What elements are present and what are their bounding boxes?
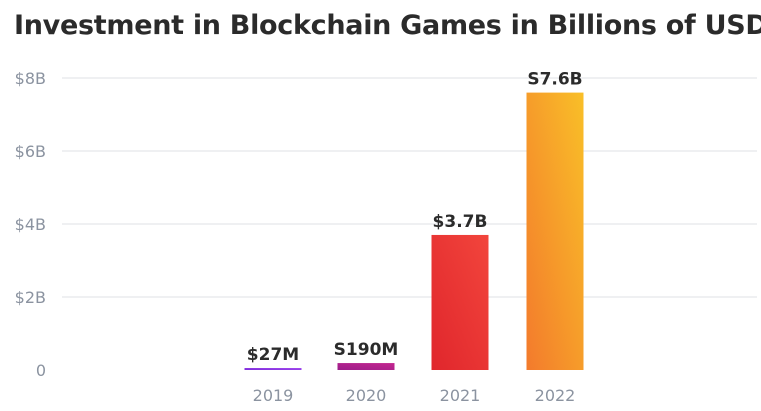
- data-label: $3.7B: [433, 212, 488, 232]
- y-tick-label: $6B: [15, 142, 46, 161]
- y-tick-label: $2B: [15, 288, 46, 307]
- x-tick-label: 2022: [535, 386, 576, 405]
- x-tick-label: 2019: [253, 386, 294, 405]
- y-tick-label: $4B: [15, 215, 46, 234]
- bar-2020: [337, 363, 395, 370]
- x-tick-label: 2020: [346, 386, 387, 405]
- y-tick-label: $8B: [15, 69, 46, 88]
- bar-2021: [431, 234, 489, 370]
- x-axis-ticks: 2019 2020 2021 2022: [253, 386, 576, 405]
- chart-title: Investment in Blockchain Games in Billio…: [14, 10, 761, 41]
- y-axis-ticks: 0 $2B $4B $6B $8B: [15, 69, 46, 380]
- data-label: S7.6B: [527, 70, 582, 90]
- bars: [244, 92, 584, 370]
- data-label: S190M: [334, 340, 399, 360]
- x-tick-label: 2021: [440, 386, 481, 405]
- data-labels: $27M S190M $3.7B S7.6B: [247, 70, 583, 365]
- data-label: $27M: [247, 345, 299, 365]
- y-tick-label: 0: [36, 361, 46, 380]
- grid-lines: [62, 77, 757, 298]
- bar-2022: [526, 92, 584, 370]
